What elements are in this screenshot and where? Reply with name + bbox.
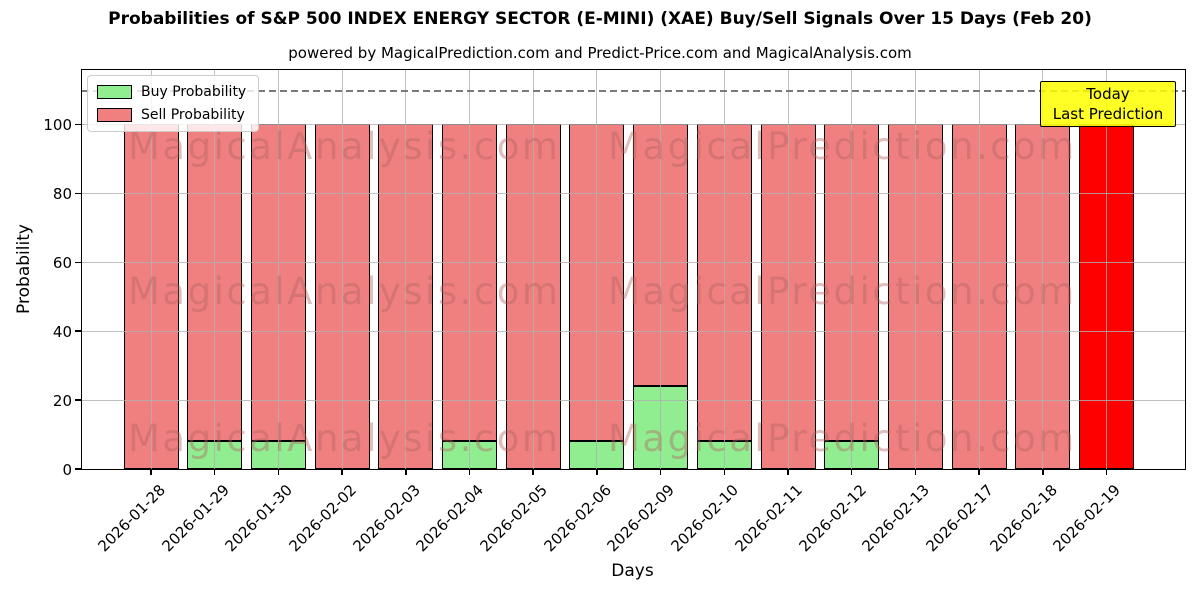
v-gridline [787, 70, 789, 469]
x-tick-mark [341, 469, 343, 475]
legend-item-sell: Sell Probability [97, 107, 246, 123]
watermark-text: MagicalPrediction.com [608, 125, 1077, 168]
x-tick-mark [277, 469, 280, 475]
v-gridline [532, 70, 534, 469]
v-gridline [978, 70, 980, 469]
x-tick-mark [787, 469, 789, 475]
watermark-text: MagicalAnalysis.com [128, 125, 561, 168]
legend-label-buy: Buy Probability [141, 84, 247, 100]
y-tick-label: 20 [52, 391, 72, 410]
v-gridline [1042, 70, 1044, 469]
sell-color-swatch [97, 108, 132, 122]
threshold-dashed-line [82, 89, 1185, 92]
h-gridline [82, 330, 1185, 332]
x-tick-label: 2026-02-12 [795, 481, 870, 556]
x-tick-label: 2026-01-30 [221, 481, 297, 556]
x-tick-mark [659, 469, 662, 475]
v-gridline [469, 70, 470, 469]
x-axis-ticks: 2026-01-28 2026-01-29 2026-01-30 2026-02-02… [81, 477, 1184, 587]
x-tick-label: 2026-02-18 [986, 481, 1061, 556]
annotation-line2: Last Prediction [1052, 105, 1164, 123]
v-gridline [851, 70, 853, 469]
x-tick-mark [150, 469, 152, 475]
y-tick-label: 40 [52, 322, 72, 341]
x-tick-mark [850, 469, 853, 475]
annotation-line1: Today [1086, 85, 1130, 103]
v-gridline [723, 70, 725, 469]
x-tick-mark [405, 469, 407, 475]
x-tick-label: 2026-02-17 [922, 481, 997, 556]
y-tick-mark [75, 468, 81, 470]
y-tick-label: 60 [52, 253, 72, 272]
watermark-text: MagicalPrediction.com [608, 270, 1077, 313]
x-tick-label: 2026-02-02 [285, 481, 360, 556]
chart-subtitle: powered by MagicalPrediction.com and Pre… [288, 44, 912, 62]
legend-label-sell: Sell Probability [141, 107, 245, 123]
y-tick-label: 0 [62, 460, 72, 479]
x-tick-label: 2026-02-05 [476, 481, 551, 556]
x-tick-mark [596, 469, 598, 475]
y-tick-mark [75, 330, 81, 332]
watermark-text: MagicalAnalysis.com [128, 270, 561, 313]
v-gridline [914, 70, 916, 469]
v-gridline [341, 70, 343, 469]
x-tick-label: 2026-02-04 [412, 481, 488, 556]
x-tick-mark [1042, 469, 1044, 475]
v-gridline [1106, 70, 1107, 469]
x-tick-label: 2026-02-06 [540, 481, 615, 556]
h-gridline [82, 123, 1185, 125]
watermark-text: MagicalPrediction.com [608, 417, 1077, 460]
x-tick-label: 2026-02-03 [349, 481, 424, 556]
y-tick-label: 100 [43, 115, 72, 134]
v-gridline [150, 70, 152, 469]
h-gridline [82, 399, 1185, 401]
x-tick-label: 2026-02-11 [731, 481, 806, 556]
x-tick-mark [213, 469, 216, 475]
v-gridline [660, 70, 662, 469]
y-tick-mark [75, 261, 81, 263]
x-tick-mark [914, 469, 917, 475]
y-tick-mark [75, 399, 81, 401]
x-tick-label: 2026-02-10 [667, 481, 743, 556]
x-tick-label: 2026-02-19 [1049, 481, 1125, 556]
x-tick-label: 2026-01-28 [94, 481, 169, 556]
x-tick-label: 2026-01-29 [158, 481, 233, 556]
x-tick-mark [1105, 469, 1108, 475]
v-gridline [214, 70, 216, 469]
y-tick-mark [75, 192, 81, 195]
x-tick-mark [723, 469, 726, 475]
plot-area: Buy Probability Sell Probability Today L… [75, 69, 1186, 475]
x-tick-mark [468, 469, 471, 475]
x-tick-label: 2026-02-13 [858, 481, 934, 556]
x-tick-mark [978, 469, 980, 475]
h-gridline [82, 192, 1185, 194]
buy-color-swatch [97, 85, 132, 99]
v-gridline [277, 70, 279, 469]
v-gridline [596, 70, 598, 469]
legend-item-buy: Buy Probability [97, 84, 246, 100]
watermark-text: MagicalAnalysis.com [128, 417, 561, 460]
x-tick-label: 2026-02-09 [603, 481, 679, 556]
chart-title: Probabilities of S&P 500 INDEX ENERGY SE… [108, 9, 1092, 29]
y-axis-ticks: 0 20 40 60 80 100 [0, 0, 74, 600]
v-gridline [405, 70, 407, 469]
legend: Buy Probability Sell Probability [87, 75, 260, 132]
x-axis-label: Days [611, 561, 654, 581]
y-tick-label: 80 [52, 184, 72, 203]
x-tick-mark [532, 469, 534, 475]
h-gridline [82, 261, 1185, 263]
y-tick-mark [75, 123, 81, 126]
today-annotation: Today Last Prediction [1040, 81, 1176, 127]
